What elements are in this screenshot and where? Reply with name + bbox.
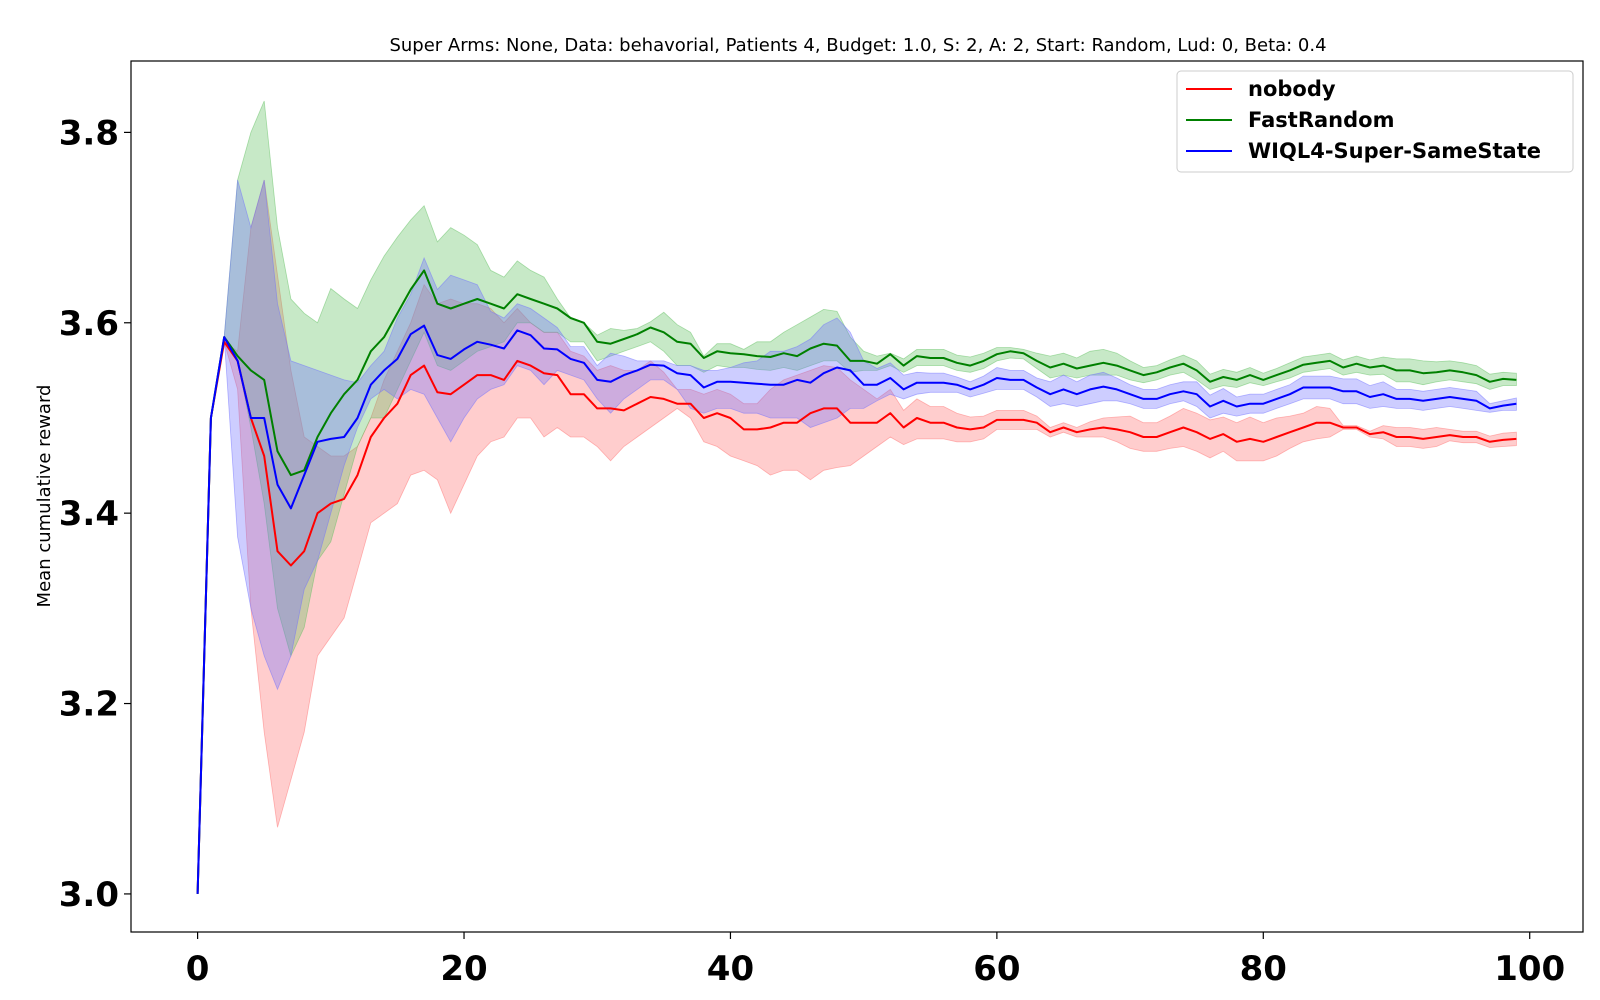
legend-label-wiql4-super-samestate: WIQL4-Super-SameState [1248,139,1541,163]
y-tick-label: 3.6 [59,304,119,344]
y-tick-label: 3.8 [59,113,119,153]
y-tick-label: 3.4 [59,494,119,534]
plot-area-frame [130,60,1584,933]
x-tick-label: 100 [1494,949,1565,989]
x-tick-label: 80 [1240,949,1287,989]
legend-box [1176,70,1574,173]
y-tick-label: 3.2 [59,685,119,725]
x-tick-label: 40 [707,949,754,989]
y-axis: 3.0 3.2 3.4 3.6 3.8 [59,113,131,915]
line-nobody [196,340,1517,894]
legend-label-fastrandom: FastRandom [1248,108,1394,132]
line-wiql4-super-samestate [196,324,1517,894]
legend-label-nobody: nobody [1248,77,1336,101]
x-tick-label: 60 [973,949,1020,989]
legend: nobody FastRandom WIQL4-Super-SameState [1176,70,1574,173]
line-fastrandom [196,269,1517,894]
x-axis: 0 20 40 60 80 100 [186,932,1565,989]
y-axis-label: Mean cumulative reward [34,385,55,608]
series-lines [196,269,1517,894]
x-tick-label: 20 [440,949,487,989]
y-tick-label: 3.0 [59,875,119,915]
x-tick-label: 0 [186,949,210,989]
chart-title: Super Arms: None, Data: behavorial, Pati… [389,35,1326,56]
